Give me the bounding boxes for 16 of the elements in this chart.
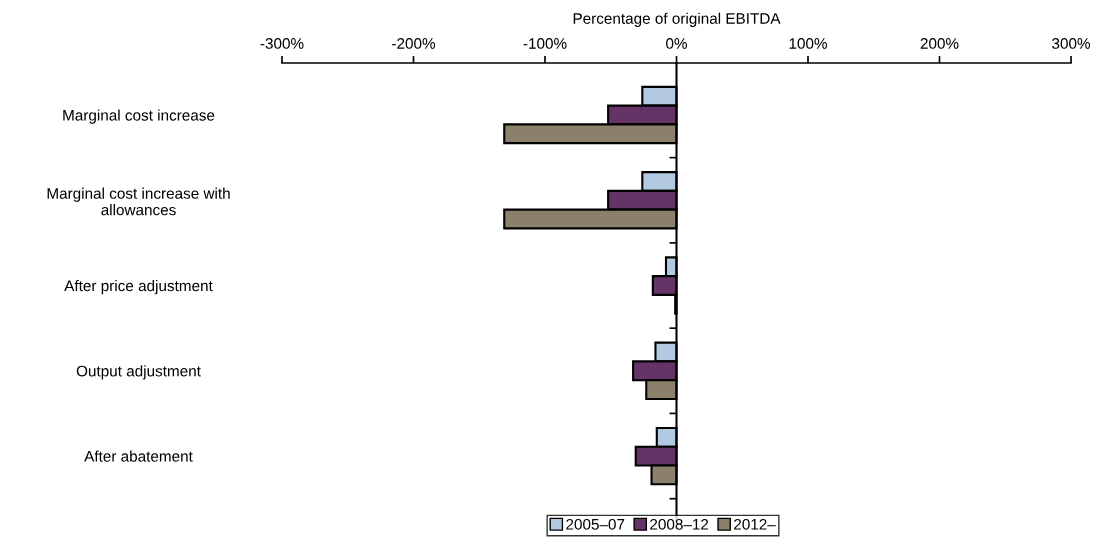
x-tick-label: 100% (789, 38, 827, 49)
x-tick-label: -200% (392, 38, 436, 49)
legend-label: 2005–07 (566, 518, 625, 530)
legend-label: 2012– (734, 518, 776, 530)
x-tick-label: 0% (666, 38, 687, 49)
x-tick-label: -100% (523, 38, 567, 49)
y-tick-label: After abatement (84, 450, 193, 462)
y-tick-label: Marginal cost increase (63, 109, 215, 124)
y-tick-label: After price adjustment (64, 280, 213, 295)
x-tick-label: 200% (920, 38, 959, 49)
x-tick-label: -300% (260, 38, 304, 49)
y-tick-label: Output adjustment (76, 365, 201, 380)
y-tick-label: Marginal cost increase with allowances (47, 187, 230, 216)
x-axis-title: Percentage of original EBITDA (573, 12, 781, 27)
legend-label: 2008–12 (650, 518, 709, 530)
x-tick-label: 300% (1052, 38, 1090, 49)
